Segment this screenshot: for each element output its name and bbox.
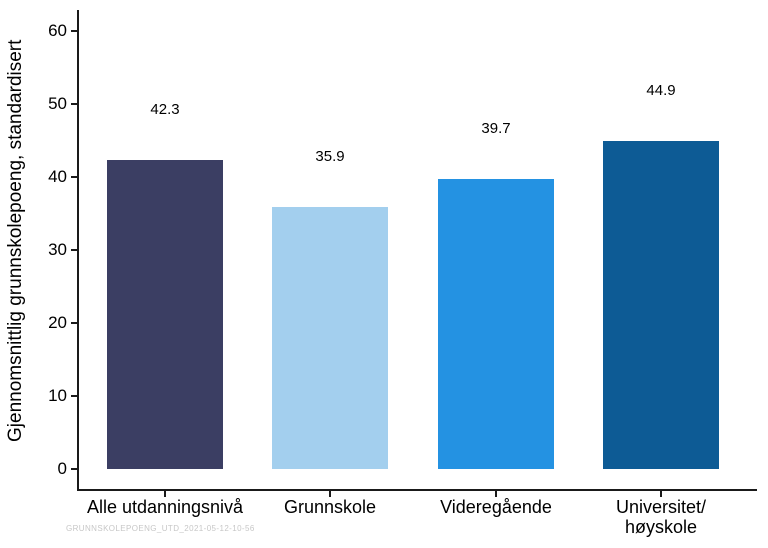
y-tick-mark — [71, 30, 78, 32]
y-tick-mark — [71, 395, 78, 397]
x-axis-label: Videregående — [440, 497, 552, 517]
bar — [272, 206, 388, 469]
y-tick-mark — [71, 468, 78, 470]
bar-value-label: 35.9 — [315, 147, 345, 165]
y-tick-label: 50 — [48, 94, 67, 113]
y-tick-label: 0 — [57, 459, 67, 478]
y-tick-label: 30 — [48, 240, 67, 259]
bar — [603, 141, 719, 469]
x-tick-mark — [660, 491, 662, 497]
bar — [438, 179, 554, 469]
x-axis-label: Universitet/ høyskole — [615, 497, 707, 537]
y-tick-mark — [71, 249, 78, 251]
y-tick-label: 20 — [48, 313, 67, 332]
bar-value-label: 44.9 — [646, 82, 676, 100]
y-axis-line — [77, 10, 79, 491]
watermark-text: GRUNNSKOLEPOENG_UTD_2021-05-12-10-56 — [66, 524, 255, 533]
y-tick-label: 10 — [48, 386, 67, 405]
y-tick-label: 60 — [48, 21, 67, 40]
y-tick-mark — [71, 322, 78, 324]
y-tick-mark — [71, 103, 78, 105]
bar-value-label: 39.7 — [481, 120, 511, 138]
y-tick-label: 40 — [48, 167, 67, 186]
x-tick-mark — [164, 491, 166, 497]
bar — [107, 160, 223, 469]
x-tick-mark — [329, 491, 331, 497]
bar-value-label: 42.3 — [150, 101, 180, 119]
y-tick-mark — [71, 176, 78, 178]
x-axis-label: Alle utdanningsnivå — [86, 497, 244, 517]
x-axis-label: Grunnskole — [283, 497, 377, 517]
x-axis-line — [77, 489, 757, 491]
x-tick-mark — [495, 491, 497, 497]
